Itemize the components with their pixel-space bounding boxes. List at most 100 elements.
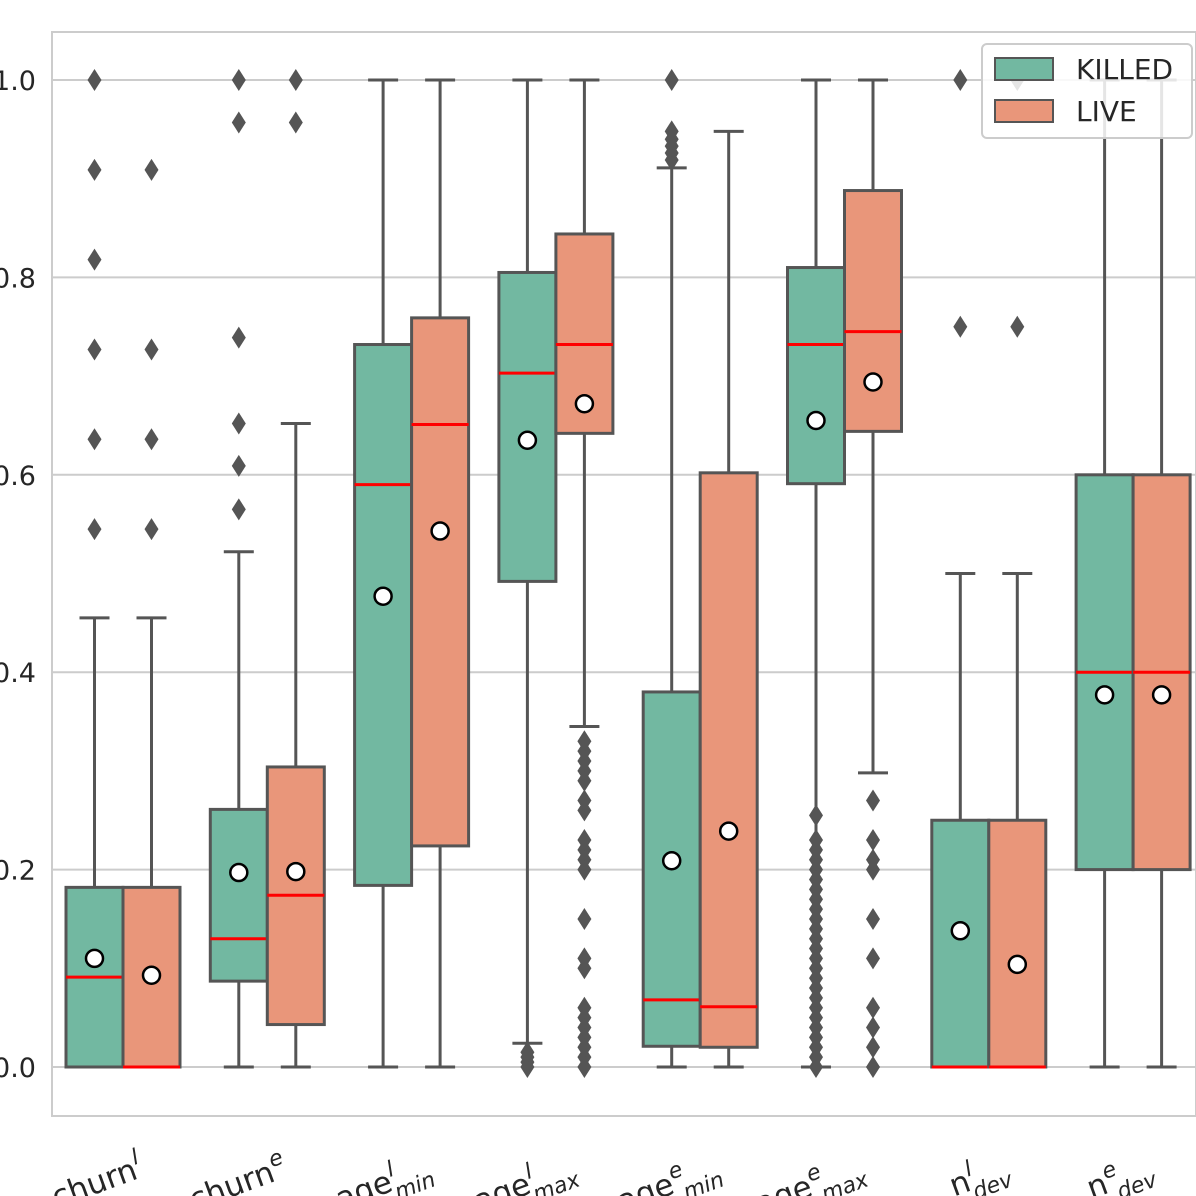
x-tick-label-5: ageemax	[749, 1145, 873, 1196]
iqr-box	[208, 807, 269, 983]
mean-marker	[141, 965, 162, 985]
y-tick-label-1: 0.2	[0, 856, 36, 887]
outlier-0	[1010, 315, 1025, 338]
outlier-8	[577, 947, 592, 970]
outlier-4	[87, 158, 102, 181]
label-subscript: max	[818, 1167, 873, 1196]
outlier-9	[866, 789, 880, 812]
label-subscript: min	[680, 1168, 728, 1196]
mean-marker	[950, 921, 971, 941]
outlier-5	[866, 907, 880, 930]
legend-swatch-live	[994, 99, 1054, 123]
box-killed-0	[64, 69, 125, 1069]
outlier-3	[520, 1041, 535, 1064]
outlier-1	[87, 428, 102, 451]
outlier-2	[87, 338, 102, 361]
outlier-1	[144, 428, 159, 451]
box-live-4	[698, 129, 759, 1069]
outlier-5	[231, 69, 246, 91]
x-tick-label-2: agelmin	[329, 1145, 439, 1196]
outlier-0	[953, 315, 968, 338]
outlier-2	[231, 412, 246, 435]
box-live-5	[843, 78, 903, 1078]
outlier-13	[577, 828, 592, 851]
legend-label-killed: KILLED	[1076, 53, 1173, 86]
box-live-6	[987, 69, 1048, 1069]
y-tick-label-4: 0.8	[0, 263, 36, 294]
x-tick-label-3: agelmax	[467, 1145, 584, 1196]
x-axis-category-labels: churnl churne agelmin agelmax ageemin ageemax…	[47, 1145, 1162, 1196]
iqr-box	[987, 818, 1048, 1069]
outlier-20	[577, 730, 592, 753]
mean-marker	[373, 586, 393, 606]
outlier-3	[866, 996, 880, 1019]
iqr-box	[410, 316, 471, 848]
mean-marker	[1151, 685, 1172, 705]
box-killed-6	[930, 69, 991, 1069]
outlier-1	[288, 69, 303, 91]
outlier-6	[577, 996, 592, 1019]
outlier-1	[866, 1036, 880, 1059]
iqr-box	[930, 818, 991, 1069]
label-subscript: max	[530, 1167, 585, 1196]
legend: KILLED LIVE	[981, 43, 1193, 139]
y-tick-label-0: 0.0	[0, 1053, 36, 1084]
iqr-box	[698, 471, 759, 1049]
label-base: churn	[184, 1154, 279, 1196]
outlier-4	[664, 120, 679, 143]
outlier-3	[87, 248, 102, 271]
outlier-3	[231, 326, 246, 349]
outlier-0	[288, 111, 303, 134]
legend-label-live: LIVE	[1076, 95, 1137, 128]
box-killed-5	[786, 78, 846, 1078]
mean-marker	[863, 372, 883, 392]
iqr-box	[786, 266, 846, 486]
box-live-1	[265, 69, 326, 1069]
iqr-box	[497, 270, 558, 583]
x-tick-label-7: nedev	[1080, 1145, 1161, 1196]
outlier-24	[809, 804, 823, 827]
outlier-0	[87, 518, 102, 541]
mean-marker	[661, 850, 682, 871]
outlier-1	[953, 69, 968, 91]
outlier-4	[231, 111, 246, 134]
mean-marker	[1094, 685, 1115, 705]
outlier-5	[664, 69, 679, 91]
y-tick-label-2: 0.4	[0, 658, 36, 689]
x-tick-label-4: ageemin	[611, 1145, 728, 1196]
box-live-7	[1131, 78, 1192, 1069]
outlier-9	[577, 907, 592, 930]
box-killed-3	[497, 78, 558, 1078]
box-live-3	[554, 78, 615, 1078]
outlier-15	[577, 789, 592, 812]
x-tick-label-6: nldev	[943, 1145, 1017, 1196]
outlier-0	[231, 498, 246, 521]
label-subscript: dev	[970, 1167, 1018, 1196]
y-axis-tick-labels: 0.0 0.2 0.4 0.6 0.8 1.0	[0, 66, 36, 1084]
outlier-5	[87, 69, 102, 91]
mean-marker	[806, 410, 826, 431]
outlier-8	[866, 828, 880, 851]
label-subscript: min	[392, 1168, 440, 1196]
mean-marker	[517, 430, 538, 451]
outlier-1	[231, 454, 246, 477]
legend-swatch-killed	[994, 57, 1054, 81]
box-live-2	[410, 78, 471, 1069]
mean-marker	[229, 862, 249, 883]
mean-marker	[84, 948, 105, 969]
label-base: churn	[47, 1152, 142, 1196]
box-killed-4	[641, 69, 702, 1069]
outlier-0	[144, 518, 159, 541]
outlier-7	[866, 848, 880, 871]
box-live-0	[121, 158, 182, 1069]
outlier-23	[809, 828, 823, 851]
iqr-box	[843, 189, 903, 433]
iqr-box	[353, 343, 414, 887]
outlier-0	[866, 1056, 880, 1078]
label-subscript: dev	[1114, 1167, 1162, 1196]
mean-marker	[574, 393, 595, 414]
outlier-2	[866, 1016, 880, 1039]
outlier-2	[144, 338, 159, 361]
mean-marker	[430, 521, 450, 541]
